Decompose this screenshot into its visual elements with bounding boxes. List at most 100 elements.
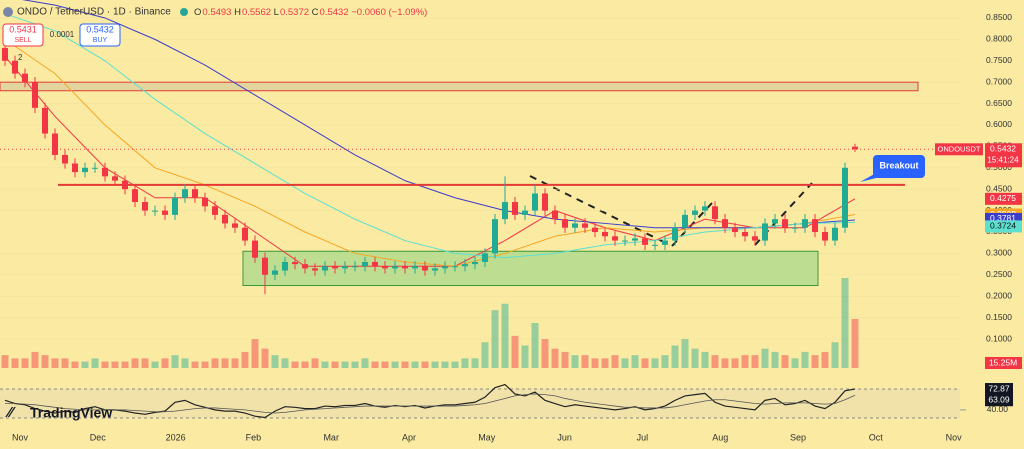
volume-bar: [91, 358, 99, 368]
candle-body: [292, 261, 298, 265]
candle-body: [472, 261, 478, 265]
candle-body: [342, 266, 348, 269]
candle-body: [332, 266, 338, 269]
moving-average: [22, 0, 856, 229]
volume-bar: [251, 339, 259, 368]
volume-bar: [441, 361, 449, 368]
price-tag-value: 0.5432: [990, 144, 1016, 154]
x-tick-label: Oct: [869, 432, 884, 442]
x-tick-label: Feb: [246, 432, 262, 442]
volume-bar: [391, 361, 399, 368]
volume-bar: [201, 361, 209, 368]
candle-body: [142, 202, 148, 211]
volume-bar: [711, 355, 719, 368]
y-tick-label: 0.4500: [986, 183, 1012, 193]
volume-bar: [451, 361, 459, 368]
volume-bar: [581, 355, 589, 368]
candle-body: [422, 266, 428, 271]
volume-bar: [411, 361, 419, 368]
volume-bar: [471, 358, 479, 368]
candle-body: [512, 202, 518, 215]
volume-bar: [431, 361, 439, 368]
volume-bar: [131, 358, 139, 368]
volume-bar: [561, 351, 569, 368]
candle-body: [82, 167, 88, 173]
candle-body: [232, 223, 238, 228]
volume-bar: [541, 339, 549, 368]
volume-bar: [731, 358, 739, 368]
volume-bar: [741, 355, 749, 368]
x-tick-label: May: [478, 432, 496, 442]
volume-bar: [851, 318, 859, 368]
ma-tag-value: 0.3724: [990, 221, 1016, 231]
volume-bar: [721, 358, 729, 368]
ohlc-part: 0.5432: [320, 7, 349, 18]
buy-label: BUY: [93, 37, 108, 44]
volume-bar: [271, 355, 279, 368]
candle-body: [12, 60, 18, 74]
volume-bar: [831, 342, 839, 368]
candle-body: [362, 261, 368, 267]
y-tick-label: 0.3000: [986, 248, 1012, 258]
candle-body: [782, 219, 788, 228]
ohlc-part: C: [312, 7, 319, 18]
sell-price: 0.5431: [9, 24, 37, 34]
candle-body: [432, 268, 438, 271]
candle-body: [322, 266, 328, 271]
y-tick-label: 0.2500: [986, 269, 1012, 279]
candle-body: [2, 47, 8, 61]
candle-body: [122, 180, 128, 190]
candle-body: [682, 214, 688, 228]
sell-label: SELL: [14, 37, 31, 44]
candle-body: [802, 219, 808, 228]
candle-body: [202, 197, 208, 207]
spread: 0.0001: [50, 30, 75, 39]
candle-body: [742, 231, 748, 237]
volume-bar: [101, 361, 109, 368]
volume-bar: [421, 361, 429, 368]
zone: [0, 81, 919, 92]
candle-body: [522, 210, 528, 215]
x-tick-label: Apr: [402, 432, 416, 442]
volume-bar: [771, 351, 779, 368]
volume-bar: [551, 348, 559, 368]
rsi-ma-value: 63.09: [988, 394, 1010, 404]
buy-button[interactable]: [79, 23, 121, 47]
volume-bar: [21, 358, 29, 368]
candle-body: [172, 197, 178, 215]
volume-bar: [231, 358, 239, 368]
volume-bar: [791, 358, 799, 368]
x-tick-label: Nov: [12, 432, 29, 442]
volume-bar: [761, 348, 769, 368]
volume-bar: [521, 345, 529, 368]
x-tick-label: Dec: [90, 432, 107, 442]
candle-body: [42, 107, 48, 134]
volume-bar: [11, 358, 19, 368]
ma-tag: [985, 192, 1022, 205]
candle-body: [502, 202, 508, 220]
y-tick-label: 0.7000: [986, 76, 1012, 86]
ohlc-part: 0.5372: [280, 7, 309, 18]
volume-bar: [121, 361, 129, 368]
volume-bar: [191, 361, 199, 368]
candle-body: [842, 167, 848, 228]
volume-bar: [71, 361, 79, 368]
x-tick-label: Aug: [712, 432, 728, 442]
ohlc-part: −0.0060 (−1.09%): [351, 7, 427, 18]
sell-button[interactable]: [2, 23, 44, 47]
rsi-ma-tag: [985, 394, 1013, 407]
volume-bar: [651, 358, 659, 368]
candle-body: [752, 236, 758, 241]
candle-body: [772, 219, 778, 224]
volume-bar: [681, 339, 689, 368]
candle-body: [52, 133, 58, 155]
y-tick-label: 0.2000: [986, 290, 1012, 300]
volume-bar: [591, 358, 599, 368]
candle-body: [242, 227, 248, 241]
candle-body: [112, 176, 118, 181]
candle-body: [572, 223, 578, 228]
candle-body: [672, 227, 678, 241]
y-tick-label: 0.6000: [986, 119, 1012, 129]
candle-body: [532, 193, 538, 211]
